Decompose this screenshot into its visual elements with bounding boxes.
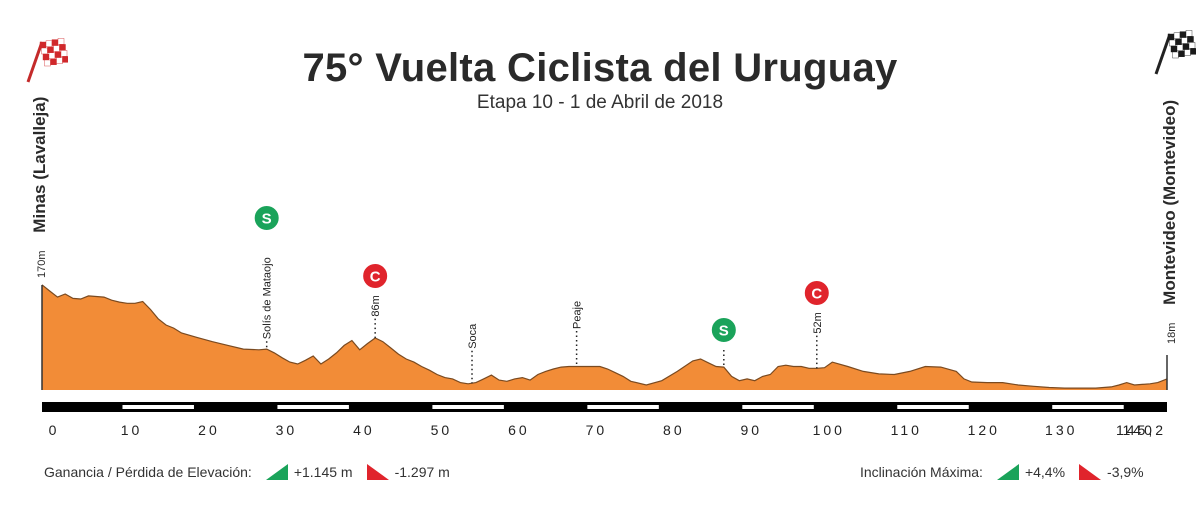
sprint-marker: S <box>252 204 281 232</box>
x-tick-label: 70 <box>586 422 608 438</box>
elevation-loss: -1.297 m <box>394 464 450 480</box>
finish-flag-icon <box>1154 30 1196 75</box>
elevation-gain: +1.145 m <box>293 464 353 480</box>
x-tick-label: 145,2 <box>1116 422 1166 438</box>
marker-label: 52m <box>812 312 824 333</box>
start-flag-icon <box>26 38 68 83</box>
max-up-triangle-icon <box>996 464 1019 480</box>
x-tick-label: 120 <box>968 422 1000 438</box>
flag-cell <box>1190 48 1196 55</box>
marker-letter: C <box>811 286 822 303</box>
incline-summary: Inclinación Máxima: +4,4% -3,9% <box>860 464 1144 480</box>
gain-triangle-icon <box>265 464 288 480</box>
climb-marker: C <box>361 262 390 290</box>
marker-label: 86m <box>370 295 382 316</box>
marker-label: Peaje <box>572 301 584 329</box>
x-tick-label: 0 <box>49 422 60 438</box>
max-incline-down: -3,9% <box>1107 464 1144 480</box>
marker-label: Solís de Mataojo <box>262 257 274 339</box>
x-tick-label: 130 <box>1045 422 1077 438</box>
elevation-area <box>42 284 1167 390</box>
max-incline-up: +4,4% <box>1024 464 1066 480</box>
climb-marker: C <box>802 279 831 307</box>
elevation-profile-chart: S Solís de Mataojo C 86m Soca Peaje S C 52m 0 10 2… <box>41 204 1168 438</box>
ruler-segment <box>742 405 814 409</box>
marker-circle <box>709 316 738 344</box>
x-tick-label: 20 <box>198 422 220 438</box>
ruler-segment <box>587 405 659 409</box>
ruler-segment <box>122 405 194 409</box>
elevation-label: Ganancia / Pérdida de Elevación: <box>44 464 252 480</box>
x-tick-label: 50 <box>431 422 453 438</box>
marker-circle <box>802 279 831 307</box>
x-tick-label: 10 <box>121 422 143 438</box>
x-tick-label: 90 <box>741 422 763 438</box>
x-tick-label: 110 <box>891 422 922 438</box>
marker-circle <box>252 204 281 232</box>
ruler-segment <box>432 405 504 409</box>
x-tick-label: 30 <box>276 422 298 438</box>
marker-label: Soca <box>467 323 479 349</box>
elevation-summary: Ganancia / Pérdida de Elevación: +1.145 … <box>44 464 450 480</box>
ruler-segment <box>1052 405 1124 409</box>
x-tick-label: 40 <box>353 422 375 438</box>
x-tick-label: 140 <box>1123 422 1155 438</box>
x-tick-label: 80 <box>663 422 685 438</box>
x-tick-label: 60 <box>508 422 530 438</box>
marker-letter: C <box>370 269 381 286</box>
loss-triangle-icon <box>366 464 389 480</box>
page-title: 75° Vuelta Ciclista del Uruguay <box>302 46 898 90</box>
ruler-segment <box>897 405 969 409</box>
elevation-line <box>41 284 1168 389</box>
x-tick-label: 100 <box>813 422 845 438</box>
marker-circle <box>361 262 390 290</box>
flag-cell <box>62 56 68 63</box>
ruler-segment <box>277 405 349 409</box>
marker-letter: S <box>719 323 729 340</box>
sprint-marker: S <box>709 316 738 344</box>
page-subtitle: Etapa 10 - 1 de Abril de 2018 <box>476 92 724 113</box>
max-down-triangle-icon <box>1079 464 1102 480</box>
incline-label: Inclinación Máxima: <box>860 464 983 480</box>
marker-letter: S <box>262 211 272 228</box>
